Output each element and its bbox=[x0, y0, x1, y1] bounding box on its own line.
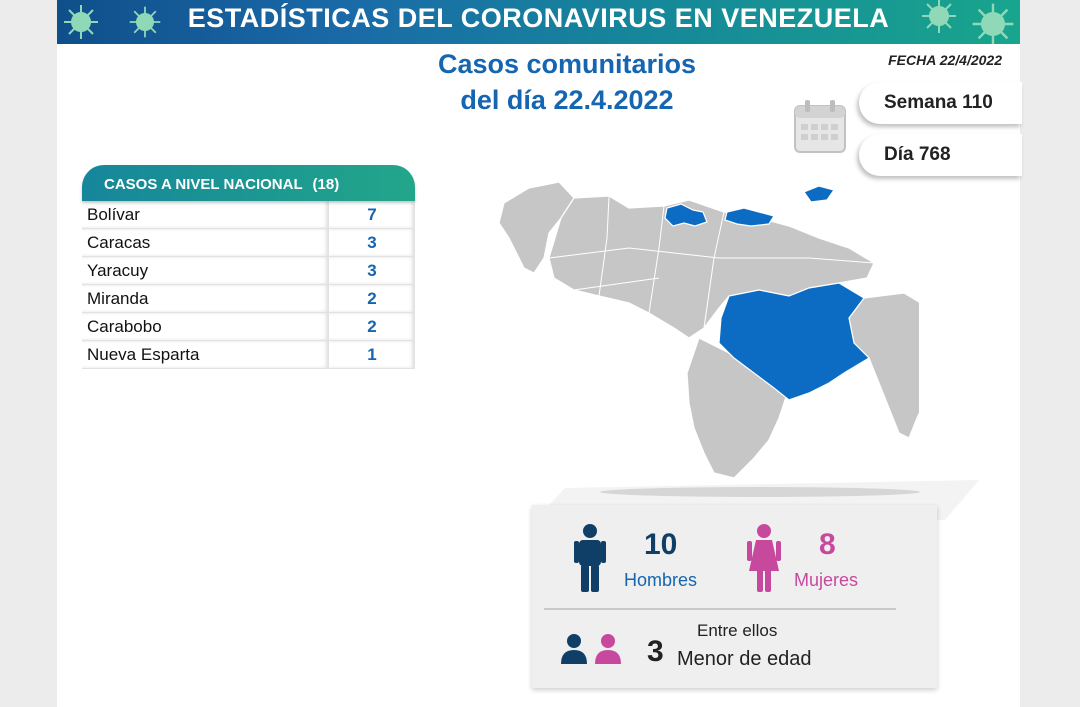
date-label: FECHA 22/4/2022 bbox=[888, 52, 1002, 68]
state-count: 3 bbox=[329, 257, 415, 284]
table-header: CASOS A NIVEL NACIONAL (18) bbox=[82, 165, 415, 201]
state-name: Nueva Esparta bbox=[82, 341, 329, 368]
state-name: Miranda bbox=[82, 285, 329, 312]
table-row: Yaracuy 3 bbox=[82, 257, 415, 285]
table-total: (18) bbox=[312, 176, 340, 193]
headline-line-1: Casos comunitarios bbox=[437, 49, 697, 79]
virus-icon bbox=[129, 6, 161, 38]
man-icon bbox=[574, 524, 606, 592]
headline: Casos comunitarios del día 22.4.2022 bbox=[387, 46, 747, 118]
state-count: 7 bbox=[329, 201, 415, 228]
state-name: Carabobo bbox=[82, 313, 329, 340]
child-girl-icon bbox=[595, 634, 621, 664]
table-row: Miranda 2 bbox=[82, 285, 415, 313]
week-box: Semana 110 bbox=[859, 82, 1022, 124]
table-row: Carabobo 2 bbox=[82, 313, 415, 341]
men-count: 10 bbox=[644, 528, 678, 561]
virus-icon bbox=[64, 5, 98, 39]
minors-label: Menor de edad bbox=[677, 648, 812, 670]
state-name: Bolívar bbox=[82, 201, 329, 228]
minors-count: 3 bbox=[647, 635, 664, 668]
header-banner: ESTADÍSTICAS DEL CORONAVIRUS EN VENEZUEL… bbox=[57, 0, 1020, 44]
women-count: 8 bbox=[819, 528, 836, 561]
table-row: Bolívar 7 bbox=[82, 201, 415, 229]
table-title: CASOS A NIVEL NACIONAL bbox=[104, 176, 303, 193]
infographic-sheet: ESTADÍSTICAS DEL CORONAVIRUS EN VENEZUEL… bbox=[57, 0, 1022, 707]
state-name: Caracas bbox=[82, 229, 329, 256]
child-boy-icon bbox=[561, 634, 587, 664]
banner-title: ESTADÍSTICAS DEL CORONAVIRUS EN VENEZUEL… bbox=[187, 3, 890, 33]
state-count: 3 bbox=[329, 229, 415, 256]
state-count: 1 bbox=[329, 341, 415, 368]
table-row: Nueva Esparta 1 bbox=[82, 341, 415, 369]
virus-icon bbox=[972, 3, 1014, 44]
woman-icon bbox=[747, 524, 781, 592]
minors-intro: Entre ellos bbox=[697, 621, 778, 640]
calendar-icon bbox=[794, 100, 846, 153]
women-label: Mujeres bbox=[794, 570, 859, 590]
virus-icon bbox=[922, 0, 956, 33]
venezuela-map bbox=[498, 181, 919, 479]
day-box: Día 768 bbox=[859, 134, 1022, 176]
state-count: 2 bbox=[329, 285, 415, 312]
state-count: 2 bbox=[329, 313, 415, 340]
headline-line-2: del día 22.4.2022 bbox=[460, 85, 674, 115]
stats-card: 10 Hombres 8 Mujeres 3 Entre ellos Menor… bbox=[532, 505, 937, 688]
state-name: Yaracuy bbox=[82, 257, 329, 284]
men-label: Hombres bbox=[624, 570, 698, 590]
cases-table: CASOS A NIVEL NACIONAL (18) Bolívar 7 Ca… bbox=[82, 165, 415, 369]
table-row: Caracas 3 bbox=[82, 229, 415, 257]
card-divider bbox=[544, 608, 896, 610]
